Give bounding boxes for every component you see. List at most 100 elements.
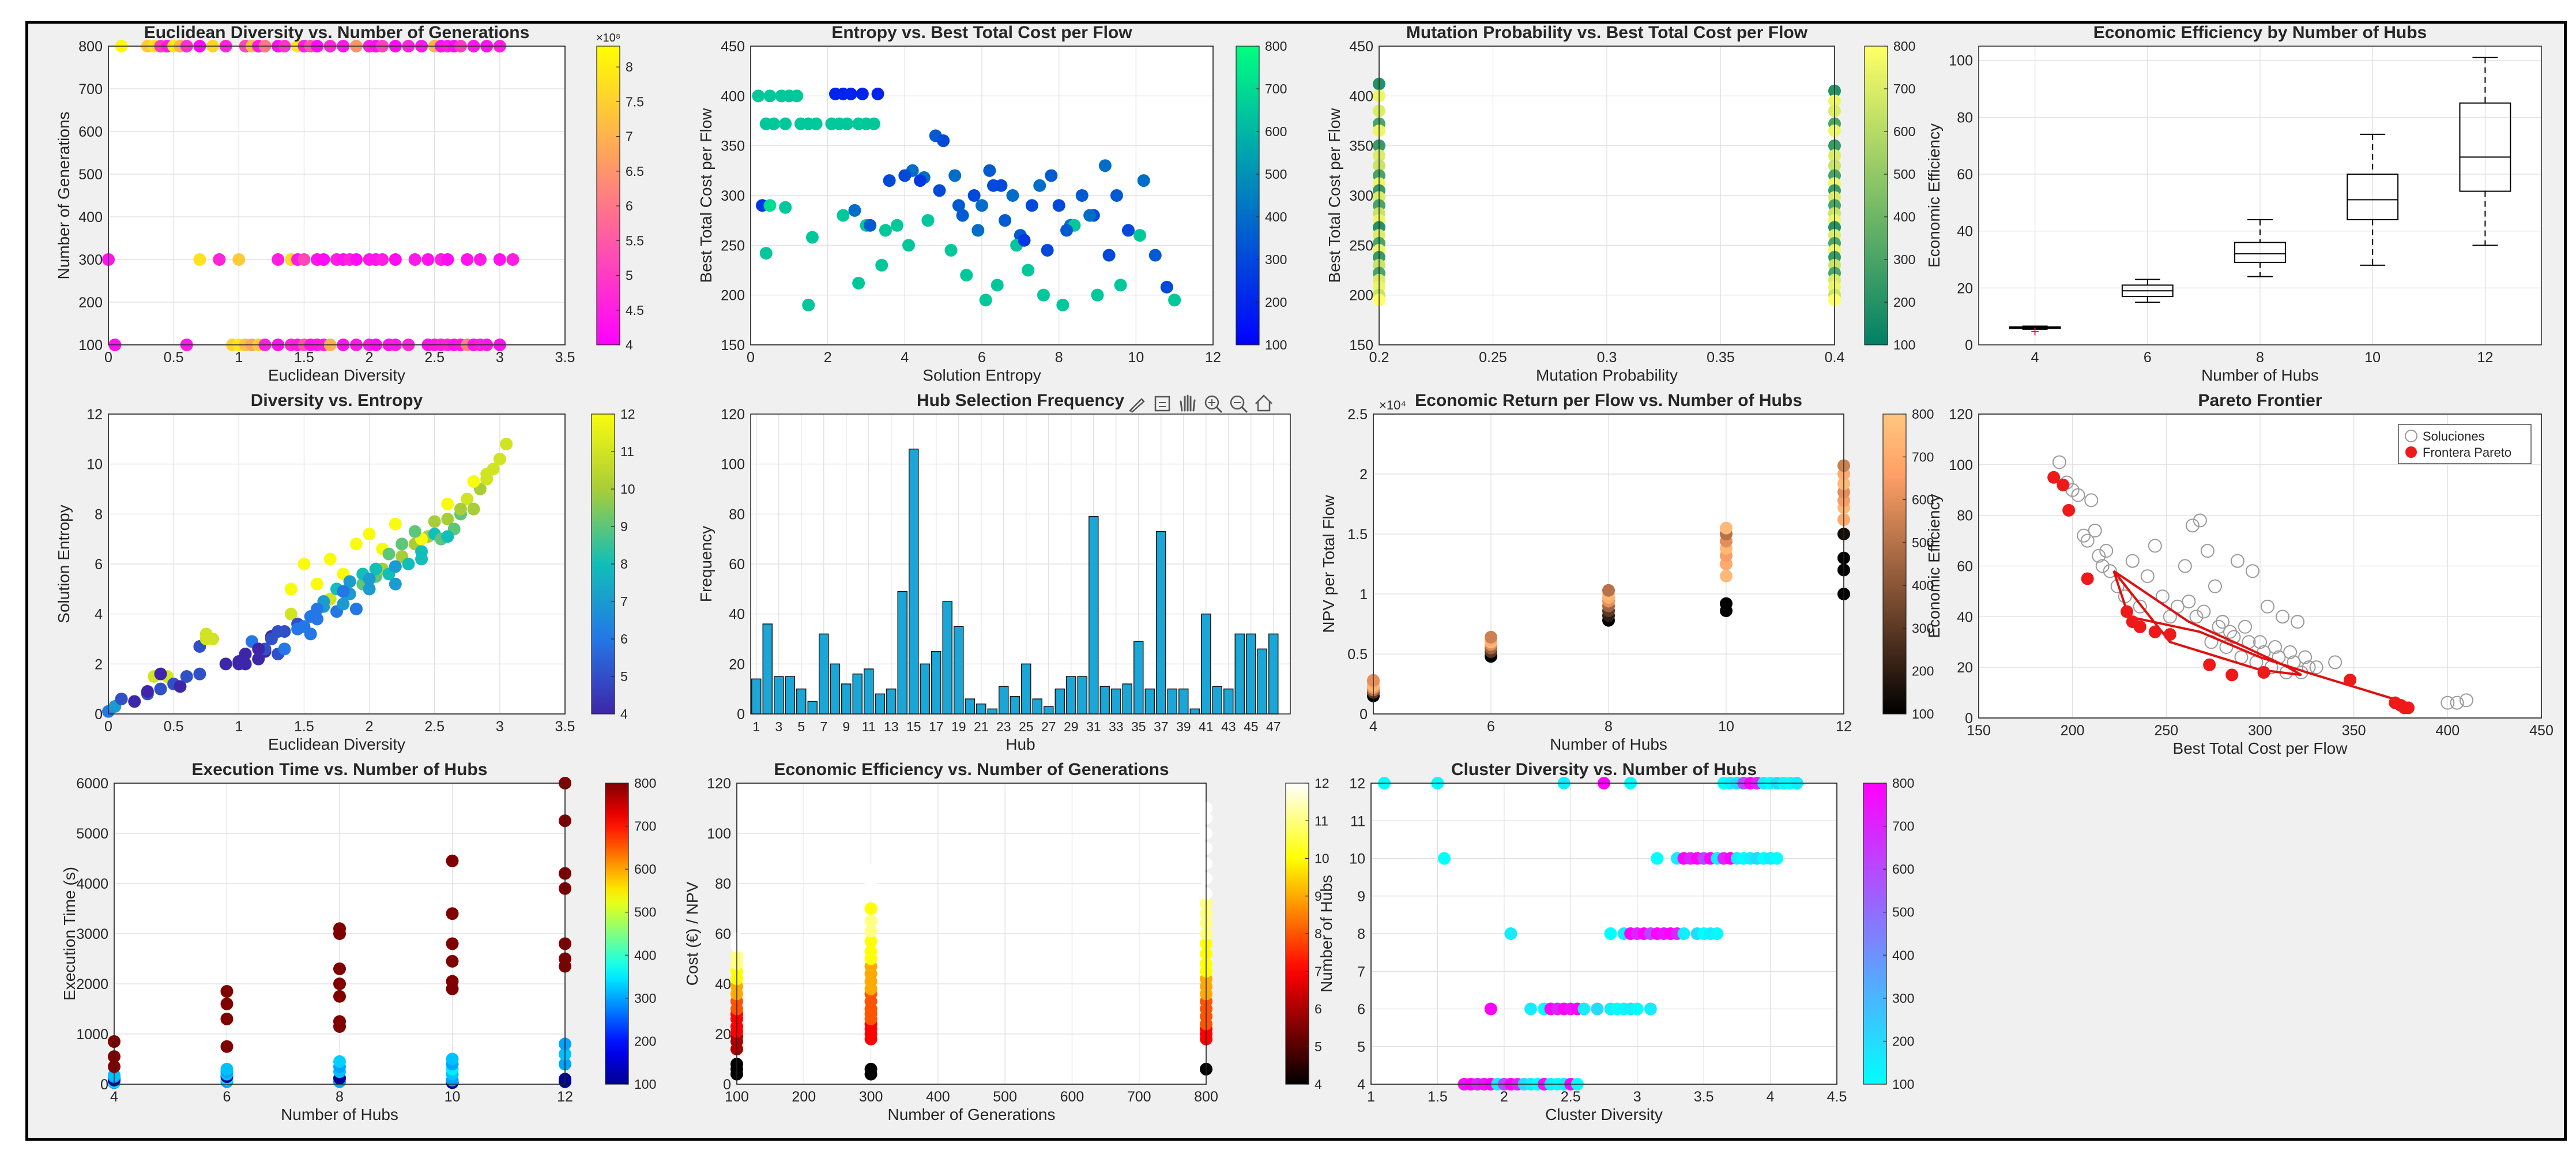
- figure-toolbar[interactable]: [1127, 393, 1274, 414]
- y-tick-label: 80: [729, 506, 745, 522]
- data-point: [291, 622, 304, 636]
- y-tick-label: 0.5: [1347, 646, 1368, 663]
- bars: [751, 448, 1279, 715]
- data-point: [864, 945, 878, 958]
- data-point: [284, 582, 297, 596]
- data-point: [1091, 288, 1104, 302]
- data-point: [867, 117, 880, 130]
- x-tick-label: 400: [2435, 723, 2460, 739]
- bar: [796, 688, 807, 715]
- y-tick-label: 9: [1357, 889, 1365, 905]
- bar: [965, 698, 975, 715]
- y-tick-label: 200: [78, 295, 103, 311]
- data-point: [1148, 249, 1162, 262]
- chart-title: Cluster Diversity vs. Number of Hubs: [1451, 760, 1757, 779]
- data-points: [102, 40, 519, 351]
- data-point: [898, 169, 912, 182]
- frontier-point: [2203, 658, 2216, 671]
- data-tip-icon[interactable]: [1152, 393, 1173, 414]
- bar: [1111, 688, 1121, 715]
- solution-point: [2253, 635, 2267, 649]
- bar: [1212, 686, 1222, 715]
- data-point: [174, 680, 187, 693]
- x-tick-label: 0.2: [1369, 349, 1389, 366]
- y-tick-label: 100: [721, 457, 745, 473]
- brush-shape: [1128, 398, 1145, 413]
- x-tick-label: 31: [1086, 719, 1101, 734]
- data-point: [333, 990, 346, 1003]
- x-tick-label: 4: [1767, 1089, 1775, 1105]
- y-tick-label: 5: [1357, 1039, 1365, 1055]
- data-point: [115, 693, 128, 705]
- home-icon[interactable]: [1253, 393, 1274, 414]
- y-tick-label: 40: [715, 976, 731, 992]
- solution-point: [2276, 610, 2290, 624]
- chart-title: Euclidean Diversity vs. Number of Genera…: [144, 23, 530, 42]
- x-axis-label: Solution Entropy: [922, 366, 1041, 384]
- bar: [1156, 531, 1166, 715]
- data-point: [809, 117, 823, 130]
- data-points: [2047, 455, 2473, 715]
- solution-point: [2219, 640, 2234, 655]
- axes-border: [1978, 46, 2542, 345]
- data-point: [467, 475, 480, 488]
- colorbar: 100 200 300 400 500 600 700 800: [605, 776, 656, 1092]
- y-tick-label: 10: [1349, 851, 1365, 867]
- x-tick-label: 3: [496, 349, 504, 366]
- box-8: [2234, 219, 2286, 277]
- colorbar-tick-label: 500: [1892, 905, 1914, 920]
- x-tick-label: 23: [996, 719, 1011, 734]
- x-tick-label: 17: [929, 719, 944, 734]
- x-tick-label: 0: [104, 719, 112, 735]
- y-tick-label: 8: [95, 506, 103, 522]
- colorbar: 100 200 300 400 500 600 700 800: [1236, 39, 1287, 352]
- legend-marker: [2405, 430, 2417, 442]
- data-point: [304, 627, 317, 641]
- x-tick-label: 800: [1194, 1089, 1218, 1105]
- y-axis-label: Number of Generations: [55, 111, 73, 279]
- data-point: [1720, 569, 1733, 582]
- x-tick-label: 29: [1064, 719, 1079, 734]
- colorbar-tick-label: 10: [620, 482, 635, 497]
- data-point: [944, 243, 958, 257]
- data-point: [446, 937, 459, 950]
- chart-title: Mutation Probability vs. Best Total Cost…: [1406, 23, 1808, 42]
- data-point: [875, 258, 888, 272]
- x-tick-label: 1: [752, 719, 760, 734]
- zoom-in-icon[interactable]: [1203, 393, 1223, 414]
- data-point: [914, 174, 927, 187]
- y-tick-label: 60: [1957, 167, 1973, 183]
- solution-point: [2227, 630, 2241, 644]
- x-tick-label: 1.5: [1428, 1089, 1448, 1105]
- brush-icon[interactable]: [1127, 393, 1147, 414]
- data-point: [297, 253, 311, 266]
- y-tick-label: 400: [1349, 88, 1373, 104]
- y-tick-label: 0: [95, 706, 103, 723]
- data-point: [1056, 298, 1069, 311]
- y-tick-label: 80: [715, 876, 731, 892]
- data-point: [154, 667, 167, 680]
- magnifier-lens: [1204, 395, 1219, 410]
- colorbar-tick-label: 6: [1315, 1002, 1322, 1017]
- x-tick-label: 0: [104, 349, 112, 366]
- y-tick-label: 12: [1349, 776, 1365, 792]
- data-point: [311, 603, 324, 615]
- data-point: [343, 575, 356, 588]
- bar: [1246, 633, 1256, 715]
- frontier-point: [2257, 666, 2270, 679]
- bar: [852, 673, 863, 715]
- box-12: [2459, 57, 2511, 246]
- data-point: [141, 685, 154, 698]
- y-tick-label: 4000: [76, 876, 108, 892]
- colorbar-tick-label: 300: [1912, 621, 1934, 636]
- data-point: [1504, 927, 1517, 940]
- bar: [864, 668, 874, 715]
- pan-icon[interactable]: [1177, 393, 1198, 414]
- x-tick-label: 10: [1718, 719, 1734, 735]
- solution-point: [2103, 564, 2117, 578]
- x-tick-label: 8: [1055, 349, 1063, 366]
- bar: [830, 663, 840, 715]
- zoom-out-icon[interactable]: [1228, 393, 1249, 414]
- bar: [1010, 695, 1020, 715]
- data-point: [239, 648, 252, 660]
